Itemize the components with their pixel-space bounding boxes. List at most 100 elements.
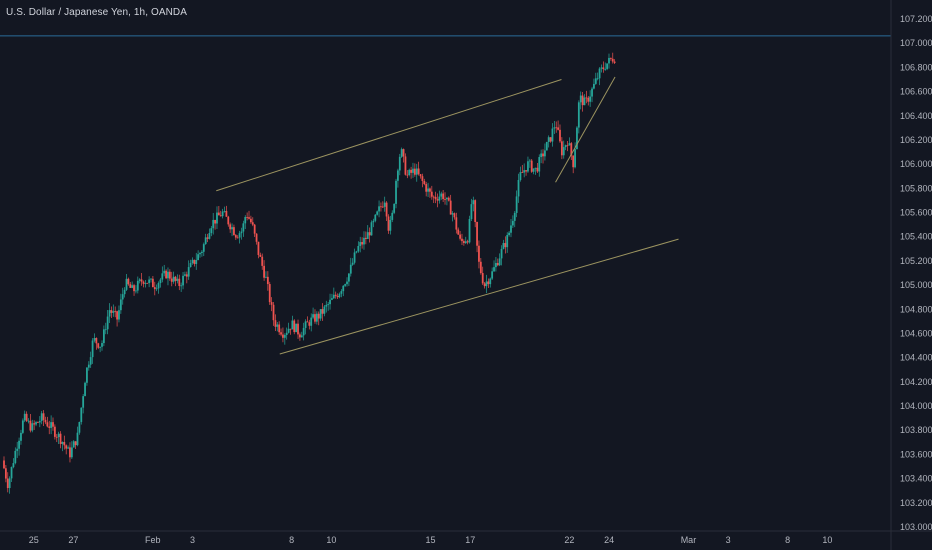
candle <box>295 323 298 333</box>
candle <box>10 466 13 482</box>
time-tick-label: Feb <box>145 535 161 545</box>
candle <box>466 239 469 245</box>
candle <box>285 327 288 340</box>
candle <box>432 195 435 203</box>
price-tick-label: 107.200 <box>900 14 932 24</box>
candle <box>70 441 73 459</box>
candle <box>355 250 358 254</box>
price-tick-label: 103.200 <box>900 498 932 508</box>
candle <box>29 414 32 433</box>
candle <box>231 223 233 237</box>
candle <box>289 328 292 335</box>
price-tick-label: 106.600 <box>900 87 932 97</box>
candle <box>283 333 286 345</box>
candle <box>287 322 290 334</box>
time-tick-label: 8 <box>289 535 294 545</box>
candle <box>46 416 49 428</box>
candle <box>462 239 465 246</box>
candle <box>600 64 603 73</box>
candle <box>372 218 375 228</box>
candle <box>48 420 51 435</box>
candle <box>344 283 347 287</box>
candle <box>551 123 554 147</box>
candle <box>272 302 275 326</box>
candle <box>496 258 499 267</box>
candle <box>348 273 350 286</box>
price-tick-label: 107.000 <box>900 38 932 48</box>
candle <box>104 322 107 335</box>
candle <box>436 193 439 208</box>
time-tick-label: Mar <box>681 535 697 545</box>
candle <box>553 120 556 134</box>
time-tick-label: 10 <box>326 535 336 545</box>
candle <box>598 67 601 86</box>
candle <box>180 282 183 292</box>
candle <box>593 78 595 90</box>
candle <box>57 431 60 445</box>
candle <box>483 281 486 289</box>
candle <box>268 281 271 305</box>
candle <box>261 253 264 270</box>
candle <box>127 277 130 286</box>
candle <box>493 260 495 272</box>
price-tick-label: 105.000 <box>900 280 932 290</box>
candle <box>236 235 239 239</box>
candle <box>513 211 516 228</box>
trendline-channel-lower[interactable] <box>279 238 679 355</box>
candle <box>398 153 401 176</box>
price-tick-label: 104.200 <box>900 377 932 387</box>
candle <box>144 280 147 288</box>
candle <box>332 287 335 300</box>
candle <box>302 322 305 341</box>
candle <box>500 245 503 266</box>
candle <box>323 305 326 317</box>
candle <box>35 421 37 427</box>
candle <box>446 197 448 206</box>
candle <box>240 227 243 240</box>
candle <box>336 293 339 299</box>
candle <box>412 162 414 178</box>
candle <box>76 426 79 447</box>
symbol-title: U.S. Dollar / Japanese Yen, 1h, OANDA <box>6 7 188 18</box>
candle <box>606 63 609 71</box>
candle <box>42 410 45 427</box>
candle <box>568 137 571 146</box>
candle <box>532 168 535 175</box>
candle <box>125 274 128 291</box>
candle <box>206 233 209 243</box>
candle <box>20 429 22 445</box>
price-tick-label: 106.400 <box>900 111 932 121</box>
candle <box>368 227 371 243</box>
time-tick-label: 8 <box>785 535 790 545</box>
candle <box>536 162 539 173</box>
time-tick-label: 22 <box>564 535 574 545</box>
candle <box>397 168 399 188</box>
trendline-rising-support[interactable] <box>555 76 616 183</box>
price-tick-label: 103.400 <box>900 474 932 484</box>
candle <box>564 144 567 151</box>
trendline-channel-upper[interactable] <box>216 79 562 192</box>
candle <box>510 219 512 238</box>
candle <box>559 124 561 143</box>
candle <box>557 120 560 131</box>
candle <box>495 256 497 272</box>
candle <box>587 96 590 106</box>
candle <box>594 72 597 85</box>
candle <box>474 199 477 228</box>
candle <box>74 441 77 450</box>
candle <box>249 215 252 224</box>
candle <box>106 309 109 335</box>
candle <box>216 206 218 229</box>
price-tick-label: 106.000 <box>900 159 932 169</box>
candle <box>253 223 256 237</box>
candle <box>459 231 462 241</box>
candle <box>234 233 237 240</box>
candle <box>481 266 484 286</box>
candle <box>442 189 445 203</box>
candle <box>161 266 164 283</box>
candle <box>527 156 529 173</box>
candle <box>263 260 265 281</box>
candle <box>238 230 241 244</box>
candle <box>366 225 369 240</box>
